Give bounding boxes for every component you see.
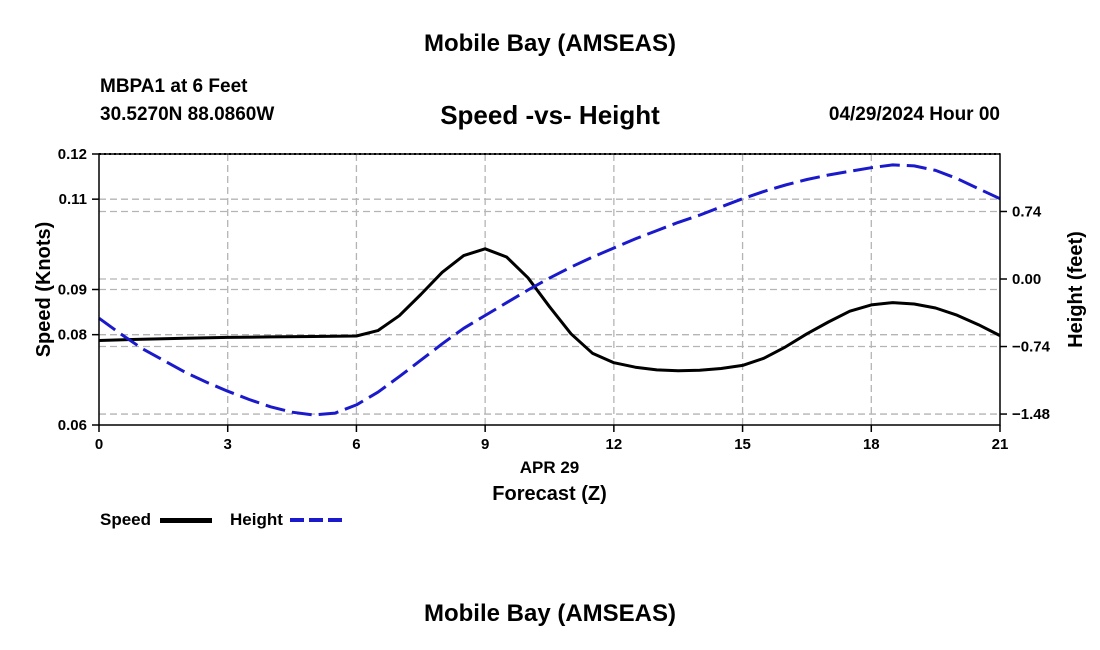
- y-tick-label: 0.08: [58, 327, 87, 344]
- series-height-line: [98, 163, 1001, 417]
- y-axis-label: Speed (Knots): [33, 222, 55, 358]
- y-tick-label: 0.06: [58, 417, 87, 434]
- legend-height-label: Height: [230, 510, 283, 529]
- series-speed-line: [98, 247, 1001, 373]
- legend-speed-label: Speed: [100, 510, 152, 529]
- x-axis-date-label: APR 29: [520, 458, 580, 477]
- y-tick-label: 0.12: [58, 146, 87, 163]
- station-label: MBPA1 at 6 Feet: [100, 76, 248, 97]
- header-title: Mobile Bay (AMSEAS): [423, 30, 677, 57]
- x-axis-label: Forecast (Z): [492, 483, 606, 505]
- x-tick-label: 12: [606, 436, 623, 453]
- y2-axis-label: Height (feet): [1065, 231, 1087, 348]
- x-tick-label: 0: [95, 436, 103, 453]
- tick-layer: 0 3 6 9 12 15 18 21 0.06 0.08 0.09 0.11 0.12 −1.48 −0.…: [58, 146, 1051, 453]
- x-tick-label: 21: [992, 436, 1009, 453]
- coordinates-label: 30.5270N 88.0860W: [100, 104, 275, 125]
- y-tick-label: 0.11: [59, 191, 87, 208]
- x-tick-label: 18: [863, 436, 880, 453]
- chart-title: Speed -vs- Height: [440, 100, 660, 130]
- footer-title: Mobile Bay (AMSEAS): [423, 600, 677, 627]
- y2-tick-label: 0.00: [1012, 271, 1041, 288]
- grid-layer: [99, 153, 1000, 425]
- y2-tick-label: −1.48: [1012, 406, 1050, 423]
- y2-tick-label: −0.74: [1012, 339, 1051, 356]
- date-label: 04/29/2024 Hour 00: [828, 104, 1000, 125]
- legend-speed-swatch: [160, 518, 212, 523]
- y2-tick-label: 0.74: [1012, 203, 1042, 220]
- legend-height-swatch: [290, 518, 344, 522]
- x-tick-label: 6: [352, 436, 360, 453]
- y-tick-label: 0.09: [58, 282, 87, 299]
- x-tick-label: 15: [734, 436, 751, 453]
- x-tick-label: 3: [224, 436, 232, 453]
- x-tick-label: 9: [481, 436, 489, 453]
- series-layer: [98, 163, 1001, 417]
- label-layer: Speed (Knots) Height (feet) APR 29 Forec…: [33, 222, 1087, 505]
